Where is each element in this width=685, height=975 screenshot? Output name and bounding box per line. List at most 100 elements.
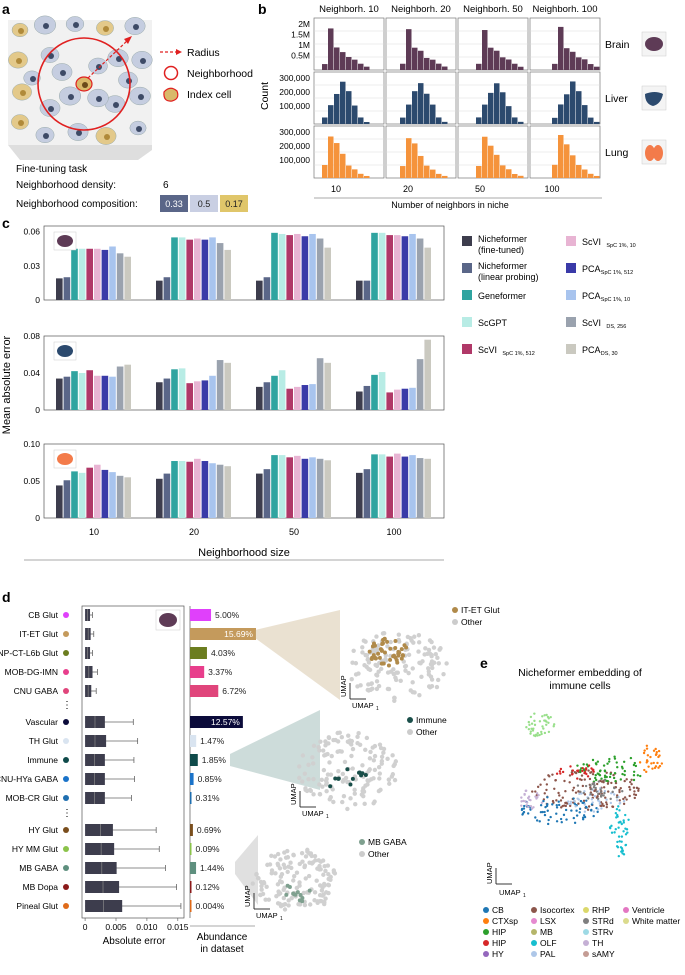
umap-legend-label: Other bbox=[461, 617, 482, 627]
umap-point bbox=[259, 883, 264, 889]
umap-point bbox=[328, 795, 333, 800]
umap-point bbox=[297, 880, 302, 885]
e-umap-point bbox=[579, 770, 582, 774]
umap-highlight-point bbox=[377, 655, 382, 660]
umap-point bbox=[297, 775, 302, 781]
e-legend-label: sAMY bbox=[592, 949, 615, 959]
e-umap-point bbox=[637, 789, 640, 792]
umap-point bbox=[391, 671, 397, 677]
legend-label: Geneformer bbox=[478, 291, 526, 301]
umap-legend-dot bbox=[452, 607, 458, 613]
abundance-bar bbox=[190, 754, 198, 766]
mae-bar bbox=[71, 248, 78, 300]
e-umap-point bbox=[597, 780, 601, 783]
e-umap-point bbox=[626, 831, 629, 834]
mae-bar bbox=[294, 233, 301, 300]
e-legend-label: LSX bbox=[540, 916, 556, 926]
umap-point bbox=[272, 854, 278, 859]
e-umap-point bbox=[597, 792, 600, 796]
cell-type-label: MB GABA bbox=[19, 863, 58, 873]
umap-point bbox=[297, 883, 302, 888]
box bbox=[85, 792, 105, 804]
abundance-label: 4.03% bbox=[211, 648, 236, 658]
e-umap-point bbox=[617, 826, 620, 829]
umap-axis-sub: 1 bbox=[280, 916, 283, 922]
umap-highlight-point bbox=[385, 639, 390, 644]
histogram-bar bbox=[358, 63, 364, 70]
e-legend-label: Ventricle bbox=[632, 905, 665, 915]
histogram-bar bbox=[588, 173, 594, 178]
histogram-bar bbox=[400, 117, 406, 124]
umap-point bbox=[412, 634, 417, 639]
cell-type-dot bbox=[63, 846, 69, 852]
histogram-bar bbox=[442, 175, 448, 178]
umap-point bbox=[263, 897, 268, 902]
e-umap-point bbox=[622, 821, 626, 824]
e-umap-point bbox=[540, 732, 543, 736]
mae-bar bbox=[171, 461, 178, 518]
mae-bar bbox=[78, 373, 86, 410]
cell-type-label: HY Glut bbox=[28, 825, 58, 835]
umap-point bbox=[323, 778, 329, 783]
umap-highlight-point bbox=[363, 772, 368, 777]
umap-point bbox=[355, 734, 360, 740]
histogram-bar bbox=[436, 117, 442, 124]
legend-swatch bbox=[566, 263, 576, 273]
mae-bar bbox=[209, 375, 216, 410]
e-legend-dot bbox=[531, 940, 537, 946]
umap-highlight-point bbox=[373, 656, 378, 661]
abundance-bar bbox=[190, 773, 194, 785]
e-legend-label: TH bbox=[592, 938, 603, 948]
umap-point bbox=[416, 633, 422, 638]
mae-bar bbox=[286, 388, 293, 410]
abundance-bar bbox=[190, 843, 192, 855]
mae-bar bbox=[378, 372, 386, 410]
abundance-label: 0.85% bbox=[198, 774, 223, 784]
cell-type-label: CNU-HYa GABA bbox=[0, 774, 58, 784]
e-umap-point bbox=[591, 801, 594, 804]
umap-highlight-point bbox=[396, 653, 401, 658]
umap-highlight-point bbox=[388, 646, 393, 651]
histogram-bar bbox=[512, 173, 518, 178]
e-umap-point bbox=[587, 769, 590, 772]
e-umap-point bbox=[599, 804, 602, 807]
umap-point bbox=[372, 767, 378, 773]
cell-nucleus bbox=[116, 56, 122, 62]
umap-point bbox=[305, 849, 310, 854]
umap-point bbox=[300, 753, 306, 758]
umap-point bbox=[281, 887, 286, 893]
histogram-bar bbox=[576, 164, 582, 178]
e-umap-point bbox=[534, 790, 537, 793]
histogram-bar bbox=[358, 117, 364, 124]
c-x-tick: 10 bbox=[89, 527, 99, 537]
umap-point bbox=[281, 902, 286, 908]
e-umap-point bbox=[580, 778, 583, 782]
mae-bar bbox=[424, 458, 431, 518]
umap-highlight-point bbox=[371, 653, 376, 658]
e-umap-point bbox=[575, 814, 579, 817]
histogram-bar bbox=[558, 26, 564, 71]
e-umap-point bbox=[525, 804, 528, 807]
column-title: Neighborh. 50 bbox=[463, 4, 523, 15]
e-umap-point bbox=[526, 812, 530, 815]
mae-bar bbox=[271, 232, 278, 300]
umap-point bbox=[275, 882, 281, 887]
e-umap-point bbox=[618, 820, 622, 824]
mae-bar bbox=[316, 358, 324, 410]
e-umap-point bbox=[632, 774, 636, 777]
cell-nucleus bbox=[68, 94, 74, 100]
umap-point bbox=[309, 861, 315, 866]
cell-nucleus bbox=[138, 94, 144, 100]
umap-highlight-point bbox=[369, 656, 374, 661]
panel-label-c: c bbox=[2, 215, 10, 231]
umap-point bbox=[269, 871, 274, 876]
histogram-bar bbox=[364, 66, 370, 70]
e-umap-point bbox=[609, 826, 612, 830]
mae-bar bbox=[116, 366, 124, 410]
e-umap-point bbox=[527, 727, 531, 731]
legend-radius-arrowhead bbox=[176, 49, 182, 55]
e-umap-point bbox=[647, 765, 650, 768]
umap-point bbox=[326, 872, 331, 877]
e-umap-point bbox=[622, 797, 625, 801]
umap-point bbox=[406, 670, 411, 676]
